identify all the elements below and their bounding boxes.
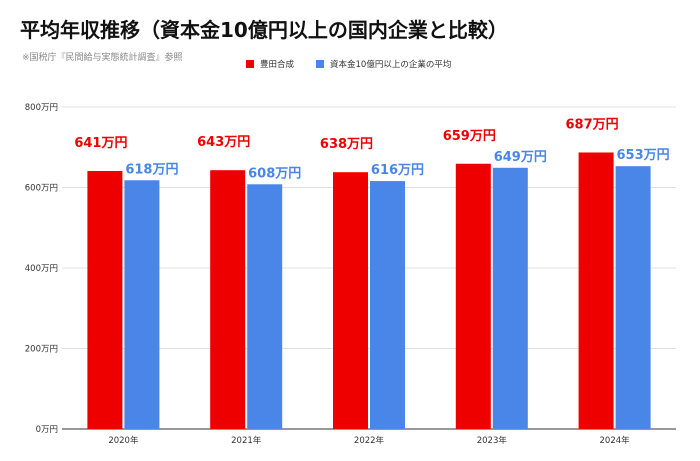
x-tick-label: 2023年 <box>477 435 508 446</box>
x-tick-label: 2020年 <box>108 435 139 446</box>
data-label: 618万円 <box>125 162 178 177</box>
x-tick-label: 2021年 <box>231 435 262 446</box>
bar-toyoda-gosei <box>210 170 246 429</box>
y-tick-label: 200万円 <box>25 345 58 355</box>
bar-large-company-average <box>370 181 405 429</box>
legend-label: 資本金10億円以上の企業の平均 <box>330 60 452 70</box>
data-label: 616万円 <box>371 163 424 178</box>
bar-toyoda-gosei <box>455 163 491 429</box>
y-tick-label: 600万円 <box>25 184 58 194</box>
data-label: 641万円 <box>74 136 127 151</box>
y-tick-label: 800万円 <box>25 103 58 113</box>
x-tick-label: 2022年 <box>354 435 385 446</box>
chart-title: 平均年収推移（資本金10億円以上の国内企業と比較） <box>20 18 508 42</box>
y-tick-label: 0万円 <box>36 425 58 435</box>
data-label: 687万円 <box>566 117 619 132</box>
bar-large-company-average <box>124 180 160 429</box>
bar-large-company-average <box>492 167 528 429</box>
bar-large-company-average <box>247 184 283 429</box>
legend: 豊田合成 資本金10億円以上の企業の平均 <box>246 58 451 70</box>
legend-item-toyoda-gosei: 豊田合成 <box>246 58 294 70</box>
bar-toyoda-gosei <box>87 170 123 429</box>
data-label: 649万円 <box>494 150 547 165</box>
data-label: 653万円 <box>617 148 670 163</box>
chart-subtitle: ※国税庁『民間給与実態統計調査』参照 <box>22 53 183 63</box>
bar-toyoda-gosei <box>333 172 368 429</box>
data-label: 608万円 <box>248 166 301 181</box>
bar-toyoda-gosei <box>578 152 614 430</box>
legend-item-large-company-average: 資本金10億円以上の企業の平均 <box>316 58 451 70</box>
legend-swatch-blue <box>316 60 325 68</box>
x-tick-label: 2024年 <box>600 435 631 446</box>
data-label: 638万円 <box>320 137 373 152</box>
legend-label: 豊田合成 <box>260 60 295 70</box>
legend-swatch-red <box>246 60 254 68</box>
data-label: 659万円 <box>443 129 496 144</box>
bar-large-company-average <box>615 166 651 430</box>
data-label: 643万円 <box>197 135 250 150</box>
y-tick-label: 400万円 <box>25 264 58 274</box>
